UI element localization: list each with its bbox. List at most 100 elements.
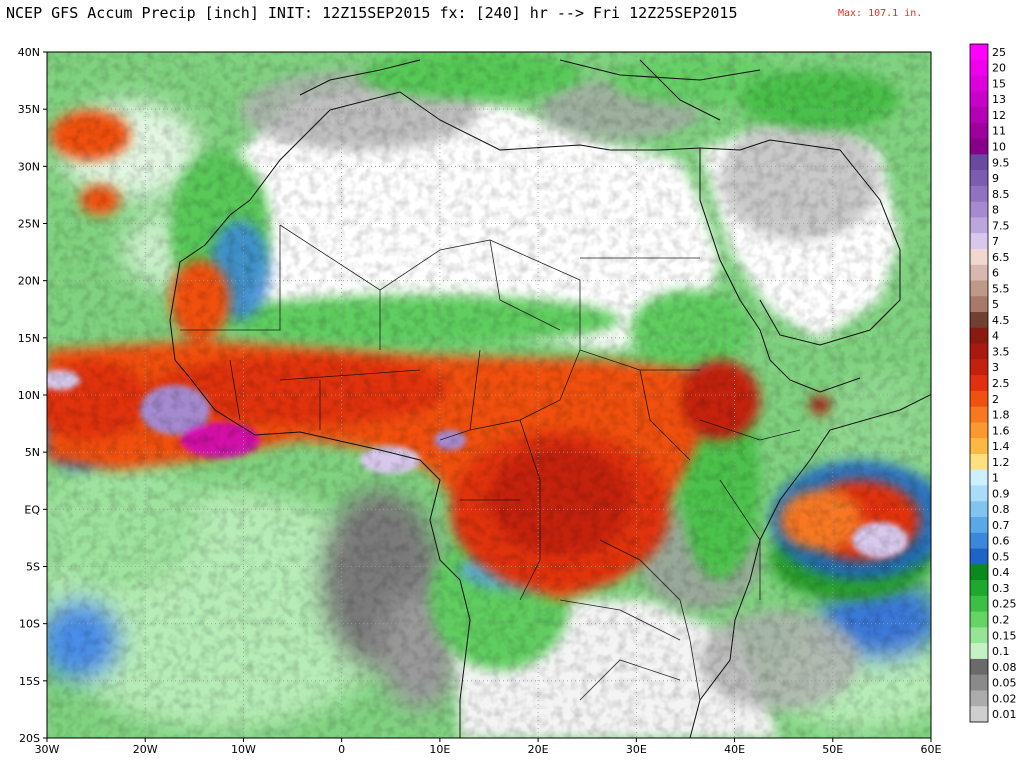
colorbar-swatch bbox=[970, 517, 988, 534]
colorbar-label: 0.05 bbox=[992, 677, 1017, 690]
grid-lines bbox=[47, 52, 931, 738]
colorbar-label: 4 bbox=[992, 330, 999, 343]
chart-title: NCEP GFS Accum Precip [inch] INIT: 12Z15… bbox=[6, 4, 738, 22]
colorbar-swatch bbox=[970, 248, 988, 266]
y-tick-label: 20N bbox=[18, 275, 40, 288]
colorbar-label: 2.5 bbox=[992, 377, 1010, 390]
colorbar-swatch bbox=[970, 154, 988, 171]
colorbar-swatch bbox=[970, 658, 988, 676]
colorbar-swatch bbox=[970, 138, 988, 155]
colorbar-label: 9 bbox=[992, 172, 999, 185]
colorbar-swatch bbox=[970, 59, 988, 76]
colorbar-label: 8.5 bbox=[992, 188, 1010, 201]
x-tick-label: 40E bbox=[724, 743, 745, 756]
colorbar-swatch bbox=[970, 122, 988, 140]
colorbar-swatch bbox=[970, 422, 988, 439]
colorbar-label: 15 bbox=[992, 77, 1006, 90]
y-tick-label: 15S bbox=[19, 675, 40, 688]
y-tick-label: 10S bbox=[19, 618, 40, 631]
colorbar-label: 20 bbox=[992, 62, 1006, 75]
colorbar-label: 0.2 bbox=[992, 614, 1010, 627]
colorbar-swatch bbox=[970, 501, 988, 518]
y-tick-label: 30N bbox=[18, 160, 40, 173]
colorbar-swatch bbox=[970, 580, 988, 597]
colorbar-swatch bbox=[970, 375, 988, 392]
colorbar-label: 0.1 bbox=[992, 645, 1010, 658]
colorbar-label: 0.3 bbox=[992, 582, 1010, 595]
colorbar-swatch bbox=[970, 201, 988, 218]
y-tick-label: 5N bbox=[25, 446, 40, 459]
colorbar-legend: 252015131211109.598.587.576.565.554.543.… bbox=[969, 43, 1017, 723]
colorbar-frame bbox=[969, 43, 989, 723]
y-tick-label: 15N bbox=[18, 332, 40, 345]
colorbar-swatch bbox=[970, 296, 988, 313]
colorbar-label: 7 bbox=[992, 235, 999, 248]
y-tick-label: 10N bbox=[18, 389, 40, 402]
colorbar-label: 10 bbox=[992, 140, 1006, 153]
colorbar-label: 6.5 bbox=[992, 251, 1010, 264]
coastlines bbox=[169, 59, 931, 738]
colorbar-label: 0.6 bbox=[992, 535, 1010, 548]
colorbar-swatch bbox=[970, 185, 988, 203]
colorbar-swatch bbox=[970, 674, 988, 691]
colorbar-swatch bbox=[970, 406, 988, 423]
colorbar-swatch bbox=[970, 548, 988, 565]
x-tick-label: 10E bbox=[429, 743, 450, 756]
colorbar-label: 0.7 bbox=[992, 519, 1010, 532]
colorbar-swatch bbox=[970, 233, 988, 250]
colorbar-swatch bbox=[970, 264, 988, 281]
colorbar-label: 11 bbox=[992, 125, 1006, 138]
colorbar-label: 3.5 bbox=[992, 345, 1010, 358]
y-tick-label: 20S bbox=[19, 732, 40, 745]
colorbar-swatch bbox=[970, 643, 988, 660]
colorbar-label: 7.5 bbox=[992, 219, 1010, 232]
colorbar-swatch bbox=[970, 217, 988, 234]
y-tick-label: 40N bbox=[18, 46, 40, 59]
colorbar-label: 3 bbox=[992, 361, 999, 374]
colorbar-label: 1.4 bbox=[992, 440, 1010, 453]
colorbar-label: 1.6 bbox=[992, 424, 1010, 437]
colorbar-label: 0.01 bbox=[992, 708, 1017, 721]
colorbar-label: 13 bbox=[992, 93, 1006, 106]
x-tick-label: 60E bbox=[921, 743, 942, 756]
colorbar-swatch bbox=[970, 595, 988, 613]
colorbar-label: 9.5 bbox=[992, 156, 1010, 169]
colorbar-swatch bbox=[970, 469, 988, 486]
colorbar-label: 2 bbox=[992, 393, 999, 406]
x-tick-label: 50E bbox=[822, 743, 843, 756]
colorbar-label: 0.8 bbox=[992, 503, 1010, 516]
colorbar-label: 0.4 bbox=[992, 566, 1010, 579]
colorbar-swatch bbox=[970, 170, 988, 187]
y-tick-label: EQ bbox=[24, 503, 40, 516]
colorbar-label: 0.5 bbox=[992, 550, 1010, 563]
colorbar-swatch bbox=[970, 280, 988, 297]
colorbar-swatch bbox=[970, 690, 988, 707]
colorbar-label: 25 bbox=[992, 46, 1006, 59]
longitude-axis: 30W 20W 10W 0 10E 20E 30E 40E 50E 60E bbox=[35, 738, 942, 756]
colorbar-swatch bbox=[970, 706, 988, 723]
colorbar-swatch bbox=[970, 91, 988, 108]
colorbar-swatch bbox=[970, 75, 988, 92]
country-borders bbox=[180, 224, 801, 701]
colorbar-label: 12 bbox=[992, 109, 1006, 122]
colorbar-swatch bbox=[970, 359, 988, 376]
precip-field bbox=[47, 52, 931, 738]
colorbar-label: 4.5 bbox=[992, 314, 1010, 327]
colorbar-swatch bbox=[970, 312, 988, 329]
colorbar-swatch bbox=[970, 485, 988, 502]
colorbar-swatch bbox=[970, 343, 988, 360]
colorbar-label: 5 bbox=[992, 298, 999, 311]
max-precip-label: Max: 107.1 in. bbox=[838, 8, 923, 19]
colorbar-label: 0.9 bbox=[992, 487, 1010, 500]
colorbar-swatch bbox=[970, 327, 988, 344]
x-tick-label: 30W bbox=[35, 743, 60, 756]
colorbar-label: 0.15 bbox=[992, 629, 1017, 642]
colorbar-swatch bbox=[970, 390, 988, 408]
colorbar-swatch bbox=[970, 627, 988, 644]
x-tick-label: 10W bbox=[231, 743, 256, 756]
x-tick-label: 20W bbox=[133, 743, 158, 756]
colorbar-swatch bbox=[970, 107, 988, 124]
colorbar-label: 0.08 bbox=[992, 661, 1017, 674]
colorbar-swatch bbox=[970, 611, 988, 628]
